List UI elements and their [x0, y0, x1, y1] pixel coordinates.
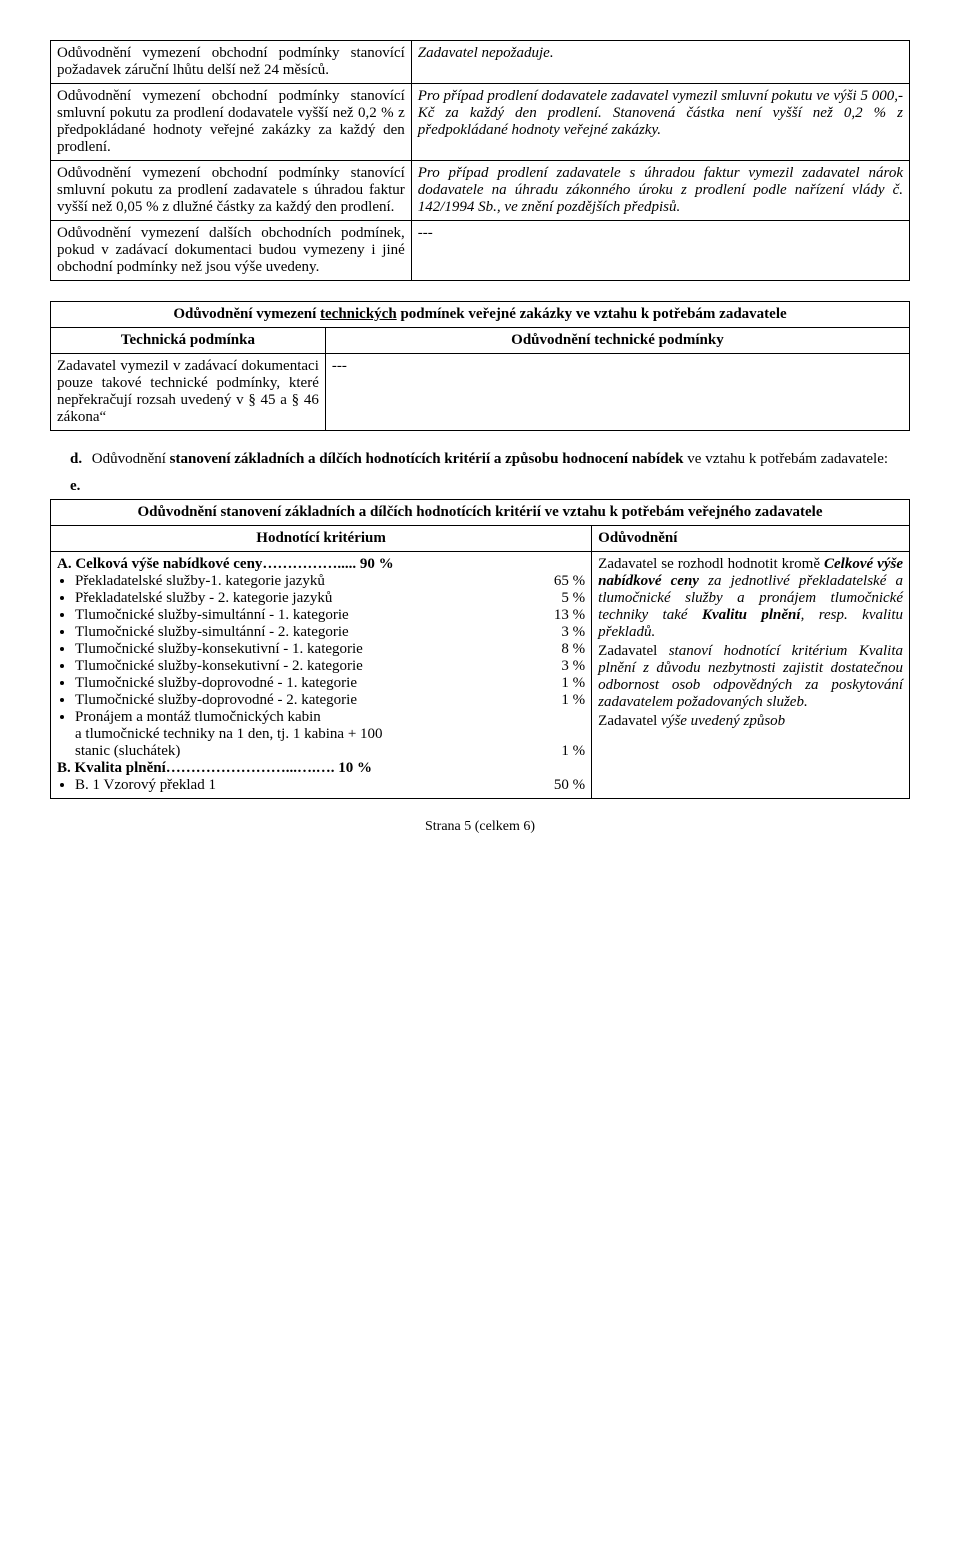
- list-item: Tlumočnické služby-doprovodné - 1. kateg…: [75, 675, 585, 692]
- crit-r-p2-prefix: Zadavatel: [598, 643, 669, 659]
- conditions-table: Odůvodnění vymezení obchodní podmínky st…: [50, 40, 910, 281]
- tech-col2: Odůvodnění technické podmínky: [325, 328, 909, 354]
- section-d-bold: stanovení základních a dílčích hodnotící…: [170, 451, 684, 467]
- list-item: Tlumočnické služby-simultánní - 2. kateg…: [75, 624, 585, 641]
- item-pct: 5 %: [530, 590, 585, 607]
- list-item: Překladatelské služby-1. kategorie jazyk…: [75, 573, 585, 590]
- tech-title-underline: technických: [320, 306, 397, 322]
- cond-left-1: Odůvodnění vymezení obchodní podmínky st…: [51, 84, 412, 161]
- list-item: Tlumočnické služby-doprovodné - 2. kateg…: [75, 692, 585, 709]
- cond-right-3: ---: [411, 221, 909, 281]
- section-d-letter: d.: [70, 451, 88, 468]
- section-d-text: Odůvodnění stanovení základních a dílčíc…: [92, 451, 908, 468]
- crit-bullets-b: B. 1 Vzorový překlad 150 %: [75, 777, 585, 794]
- crit-r-p3-txt: výše uvedený způsob: [661, 713, 785, 729]
- crit-left: A. Celková výše nabídkové ceny…………….....…: [51, 552, 592, 799]
- section-d-prefix: Odůvodnění: [92, 451, 170, 467]
- item-pct: 13 %: [530, 607, 585, 624]
- item-label: Tlumočnické služby-konsekutivní - 1. kat…: [75, 641, 530, 658]
- item-label: Překladatelské služby-1. kategorie jazyk…: [75, 573, 530, 590]
- list-item: Tlumočnické služby-konsekutivní - 2. kat…: [75, 658, 585, 675]
- list-item: Tlumočnické služby-konsekutivní - 1. kat…: [75, 641, 585, 658]
- item-multi-l1: Pronájem a montáž tlumočnických kabin: [75, 709, 585, 726]
- crit-b-label: B. Kvalita plnění……………………...….…. 10 %: [57, 760, 585, 777]
- crit-col2: Odůvodnění: [592, 526, 910, 552]
- item-label: Překladatelské služby - 2. kategorie jaz…: [75, 590, 530, 607]
- section-d-suffix: ve vztahu k potřebám zadavatele:: [684, 451, 889, 467]
- tech-title: Odůvodnění vymezení technických podmínek…: [51, 302, 910, 328]
- tech-row-right: ---: [325, 354, 909, 431]
- item-multi-l2: a tlumočnické techniky na 1 den, tj. 1 k…: [75, 726, 585, 743]
- list-item-multi: Pronájem a montáž tlumočnických kabin a …: [75, 709, 585, 760]
- list-item: Překladatelské služby - 2. kategorie jaz…: [75, 590, 585, 607]
- item-multi-pct: 1 %: [530, 743, 585, 760]
- cond-left-3: Odůvodnění vymezení dalších obchodních p…: [51, 221, 412, 281]
- cond-left-0: Odůvodnění vymezení obchodní podmínky st…: [51, 41, 412, 84]
- cond-right-2: Pro případ prodlení zadavatele s úhradou…: [411, 161, 909, 221]
- item-label: Tlumočnické služby-simultánní - 2. kateg…: [75, 624, 530, 641]
- crit-right: Zadavatel se rozhodl hodnotit kromě Celk…: [592, 552, 910, 799]
- cond-right-0: Zadavatel nepožaduje.: [411, 41, 909, 84]
- item-label: Tlumočnické služby-doprovodné - 1. kateg…: [75, 675, 530, 692]
- technical-table: Odůvodnění vymezení technických podmínek…: [50, 301, 910, 431]
- item-pct: 50 %: [530, 777, 585, 794]
- section-e: e.: [70, 478, 910, 495]
- item-label: Tlumočnické služby-doprovodné - 2. kateg…: [75, 692, 530, 709]
- cond-right-2-prefix: Pro případ prodlení zadavatele s úhradou…: [418, 165, 869, 181]
- item-pct: 8 %: [530, 641, 585, 658]
- item-pct: 3 %: [530, 658, 585, 675]
- crit-r-p1a: Zadavatel se rozhodl hodnotit kromě: [598, 556, 824, 572]
- section-d: d. Odůvodnění stanovení základních a díl…: [70, 451, 910, 468]
- crit-title: Odůvodnění stanovení základních a dílčíc…: [51, 500, 910, 526]
- list-item: Tlumočnické služby-simultánní - 1. kateg…: [75, 607, 585, 624]
- cond-right-1: Pro případ prodlení dodavatele zadavatel…: [411, 84, 909, 161]
- item-pct: 1 %: [530, 692, 585, 709]
- item-multi-l3: stanic (sluchátek): [75, 743, 530, 760]
- crit-col1: Hodnotící kritérium: [51, 526, 592, 552]
- crit-r-p3-prefix: Zadavatel: [598, 713, 661, 729]
- criteria-table: Odůvodnění stanovení základních a dílčíc…: [50, 499, 910, 799]
- page-footer: Strana 5 (celkem 6): [50, 819, 910, 835]
- crit-bullets: Překladatelské služby-1. kategorie jazyk…: [75, 573, 585, 760]
- item-label: Tlumočnické služby-simultánní - 1. kateg…: [75, 607, 530, 624]
- crit-r-p1d: Kvalitu plnění: [702, 607, 801, 623]
- item-label: B. 1 Vzorový překlad 1: [75, 777, 530, 794]
- tech-row-left: Zadavatel vymezil v zadávací dokumentaci…: [51, 354, 326, 431]
- list-item: B. 1 Vzorový překlad 150 %: [75, 777, 585, 794]
- item-pct: 3 %: [530, 624, 585, 641]
- crit-a-label: A. Celková výše nabídkové ceny…………….....…: [57, 556, 585, 573]
- cond-left-2: Odůvodnění vymezení obchodní podmínky st…: [51, 161, 412, 221]
- item-pct: 65 %: [530, 573, 585, 590]
- item-pct: 1 %: [530, 675, 585, 692]
- item-label: Tlumočnické služby-konsekutivní - 2. kat…: [75, 658, 530, 675]
- tech-col1: Technická podmínka: [51, 328, 326, 354]
